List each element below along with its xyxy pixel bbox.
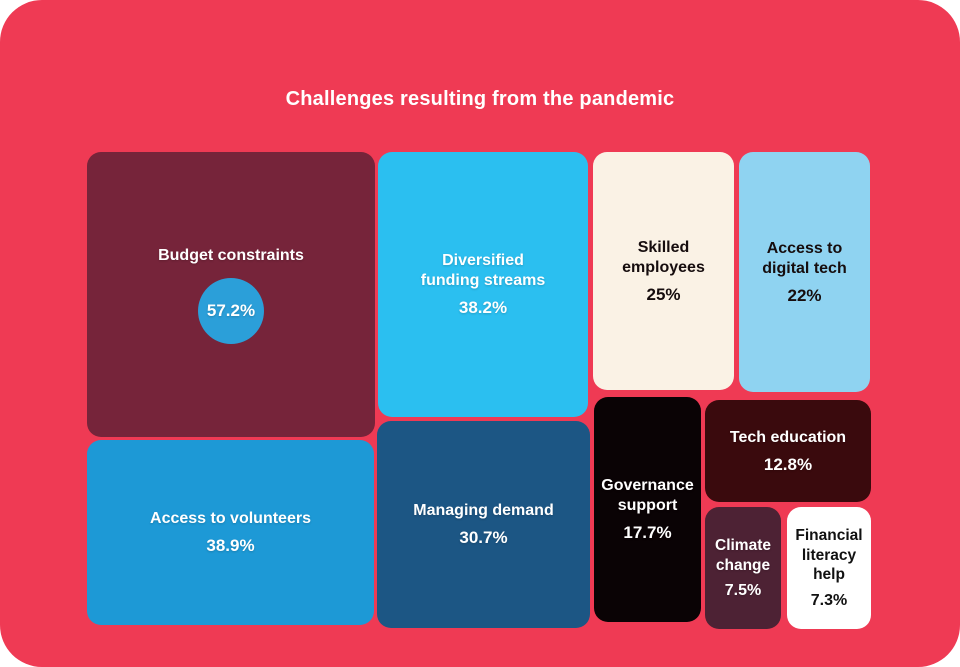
tile-value: 17.7% — [623, 523, 672, 542]
tile-label-line: Skilled — [637, 238, 690, 256]
tile-label: Tech education — [730, 428, 846, 448]
tile-label: Financial literacy help — [795, 526, 862, 584]
treemap-tile-climate-change[interactable]: Climate change 7.5% — [705, 507, 781, 629]
tile-label-line: Governance — [601, 477, 694, 494]
tile-value: 22% — [787, 285, 822, 305]
tile-label: Access to volunteers — [150, 509, 311, 529]
tile-value: 7.3% — [810, 591, 848, 609]
tile-value: 30.7% — [459, 528, 508, 547]
tile-label-line: support — [617, 497, 678, 514]
tile-label: Diversified funding streams — [421, 251, 545, 291]
tile-label-line: Managing demand — [413, 502, 554, 519]
tile-label: Access to digital tech — [762, 239, 846, 279]
treemap-tile-governance-support[interactable]: Governance support 17.7% — [594, 397, 701, 622]
treemap-tile-access-to-volunteers[interactable]: Access to volunteers 38.9% — [87, 440, 374, 625]
treemap-tile-diversified-funding-streams[interactable]: Diversified funding streams 38.2% — [378, 152, 588, 417]
tile-value: 25% — [646, 284, 681, 304]
treemap-tile-financial-literacy-help[interactable]: Financial literacy help 7.3% — [787, 507, 871, 629]
tile-value: 57.2% — [206, 300, 256, 320]
tile-label-line: Budget constraints — [158, 246, 304, 264]
tile-label-line: Climate — [715, 537, 771, 555]
tile-label: Climate change — [715, 536, 771, 575]
treemap-tile-skilled-employees[interactable]: Skilled employees 25% — [593, 152, 734, 390]
tile-label-line: help — [813, 566, 845, 584]
treemap-tile-tech-education[interactable]: Tech education 12.8% — [705, 400, 871, 502]
tile-label-line: digital tech — [762, 259, 847, 277]
tile-label: Budget constraints — [158, 246, 304, 266]
tile-label: Skilled employees — [622, 238, 705, 278]
tile-label-line: Tech education — [729, 428, 847, 446]
tile-label-line: Access to volunteers — [150, 510, 311, 527]
tile-value: 38.2% — [458, 298, 508, 317]
tile-label-line: Access to — [766, 239, 843, 257]
tile-label: Managing demand — [413, 501, 553, 521]
treemap-tile-access-to-digital-tech[interactable]: Access to digital tech 22% — [739, 152, 870, 392]
value-badge-circle: 57.2% — [198, 277, 264, 344]
tile-value: 12.8% — [763, 454, 813, 474]
chart-title: Challenges resulting from the pandemic — [285, 88, 675, 110]
treemap-tile-budget-constraints[interactable]: Budget constraints 57.2% — [87, 152, 375, 437]
tile-label: Governance support — [601, 476, 693, 516]
tile-label-line: change — [715, 556, 771, 574]
tile-label-line: literacy — [801, 546, 857, 564]
treemap-tile-managing-demand[interactable]: Managing demand 30.7% — [377, 421, 590, 628]
tile-value: 38.9% — [206, 536, 255, 555]
tile-label-line: employees — [622, 258, 705, 276]
tile-label-line: Diversified — [442, 252, 524, 269]
tile-label-line: funding streams — [420, 272, 546, 289]
treemap: Budget constraints 57.2% Access to volun… — [87, 152, 871, 629]
tile-value: 7.5% — [724, 581, 762, 599]
tile-label-line: Financial — [795, 527, 863, 545]
